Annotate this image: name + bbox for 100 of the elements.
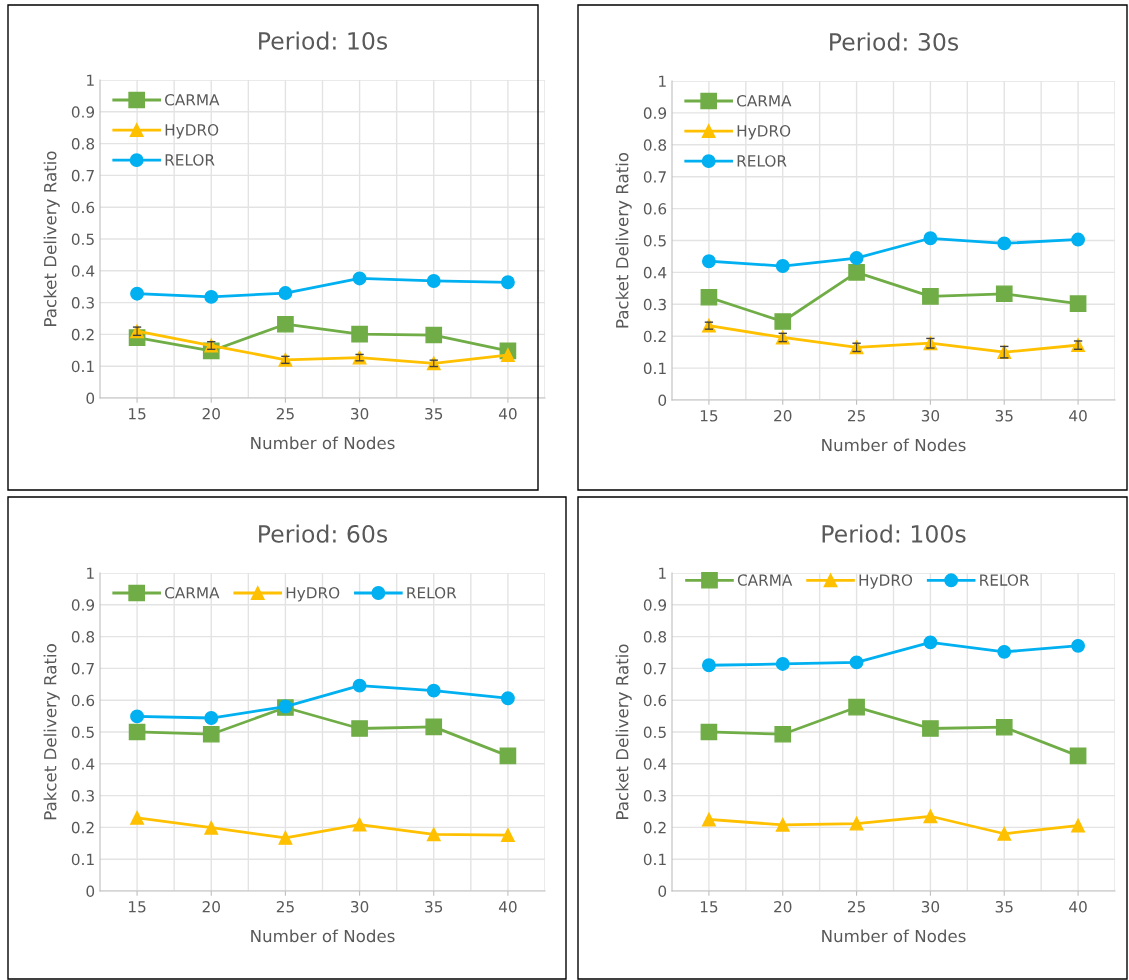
y-axis-title: Packet Delivery Ratio (43, 151, 60, 326)
point (995, 718, 1013, 736)
x-axis-title: Number of Nodes (251, 929, 395, 943)
legend-label: RELOR (737, 155, 787, 167)
x-tick-label: 30 (921, 900, 940, 913)
point (500, 691, 515, 706)
y-tick-label: 0.2 (643, 821, 666, 834)
point (997, 826, 1012, 841)
point (775, 817, 790, 832)
y-tick-label: 0.6 (71, 694, 95, 707)
x-axis-title: Number of Nodes (822, 438, 966, 452)
x-tick-label: 25 (847, 900, 865, 913)
y-tick-label: 0.4 (71, 265, 95, 277)
y-tick-label: 0.2 (643, 330, 666, 343)
point (923, 635, 938, 650)
y-tick-label: 0.8 (71, 138, 95, 150)
point (204, 820, 219, 835)
y-tick-label: 0.1 (643, 853, 666, 866)
x-tick-label: 20 (202, 900, 220, 913)
point (923, 231, 938, 246)
point (774, 313, 792, 330)
point (202, 725, 220, 743)
y-tick-label: 0.2 (71, 821, 94, 834)
point (849, 655, 864, 670)
point (352, 271, 367, 286)
chart-title: Period: 30s (830, 32, 959, 51)
legend-label: CARMA (165, 94, 220, 106)
x-tick-label: 20 (774, 409, 792, 422)
x-tick-label: 25 (276, 900, 294, 913)
y-tick-label: 0.5 (71, 233, 94, 246)
y-tick-label: 0 (86, 392, 95, 405)
y-tick-label: 0.9 (71, 106, 95, 118)
point (997, 644, 1012, 659)
x-tick-label: 40 (498, 900, 517, 913)
legend-label: RELOR (407, 587, 457, 599)
point (500, 828, 515, 842)
point (701, 812, 716, 827)
y-tick-label: 0.5 (71, 726, 94, 739)
x-tick-label: 40 (498, 407, 517, 420)
x-tick-label: 25 (847, 409, 865, 422)
x-tick-label: 30 (351, 900, 369, 913)
point (351, 720, 368, 737)
y-tick-label: 0.5 (643, 726, 666, 739)
x-tick-label: 20 (202, 407, 220, 420)
legend-label: HyDRO (286, 587, 340, 602)
chart-title: Period: 100s (822, 524, 966, 543)
y-tick-label: 0.3 (643, 790, 666, 802)
point (352, 817, 367, 832)
y-tick-label: 0.9 (71, 599, 95, 611)
point (700, 288, 718, 306)
y-tick-label: 0.1 (643, 362, 666, 375)
point (130, 286, 145, 301)
x-tick-label: 40 (1069, 409, 1087, 422)
y-tick-label: 0.5 (643, 234, 666, 247)
point (1069, 295, 1087, 312)
y-axis-title: Packet Delivery Ratio (615, 644, 632, 819)
x-tick-label: 35 (425, 407, 443, 420)
point (351, 325, 368, 343)
point (426, 274, 441, 288)
legend-label: HyDRO (737, 125, 791, 140)
x-axis-title: Number of Nodes (822, 929, 966, 943)
y-tick-label: 0.9 (643, 599, 667, 611)
x-tick-label: 35 (425, 900, 443, 913)
point (128, 723, 146, 741)
y-tick-label: 0.6 (643, 694, 667, 707)
y-tick-label: 0.7 (71, 662, 94, 675)
point (426, 683, 441, 698)
legend-label: RELOR (165, 154, 215, 166)
x-tick-label: 35 (995, 900, 1013, 913)
x-axis-title: Number of Nodes (251, 436, 395, 450)
y-tick-label: 0.3 (71, 790, 94, 802)
x-tick-label: 15 (700, 901, 718, 913)
y-tick-label: 0.8 (71, 631, 95, 643)
point (130, 810, 145, 825)
y-tick-label: 0 (86, 885, 95, 898)
legend-label: CARMA (737, 574, 793, 586)
point (849, 816, 864, 831)
y-tick-label: 0.1 (71, 853, 94, 866)
point (278, 286, 293, 301)
x-tick-label: 40 (1069, 900, 1087, 913)
point (204, 711, 219, 725)
point (700, 723, 718, 741)
legend-label: HyDRO (165, 124, 219, 139)
y-tick-label: 1 (659, 567, 666, 579)
x-tick-label: 15 (700, 410, 718, 422)
point (499, 747, 517, 765)
legend-label: RELOR (980, 574, 1030, 586)
y-tick-label: 0.7 (643, 662, 666, 675)
point (204, 289, 219, 304)
legend-label: HyDRO (859, 574, 913, 589)
point (701, 658, 716, 673)
point (425, 326, 443, 344)
y-tick-label: 0.8 (643, 139, 667, 151)
point (997, 236, 1012, 251)
point (774, 725, 792, 743)
point (500, 275, 515, 290)
point (848, 698, 865, 716)
y-tick-label: 0.6 (71, 201, 95, 214)
x-tick-label: 30 (351, 407, 369, 420)
point (922, 287, 939, 305)
